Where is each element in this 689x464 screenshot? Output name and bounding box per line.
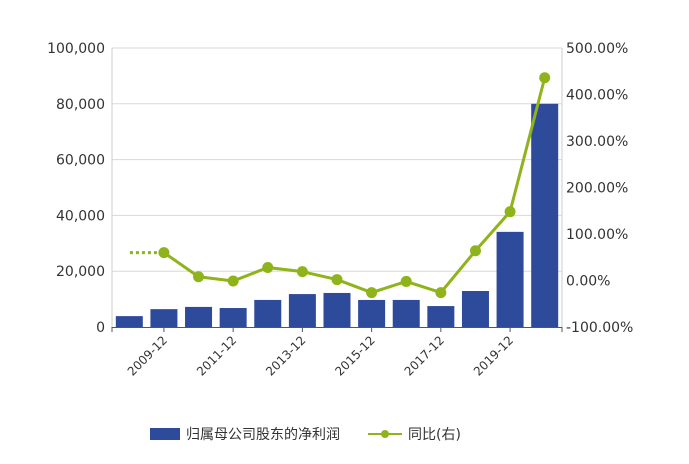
bar-2008-12[interactable]	[115, 316, 143, 327]
line-point[interactable]	[469, 245, 481, 257]
line-point[interactable]	[262, 261, 274, 273]
svg-text:100.00%: 100.00%	[566, 227, 628, 243]
bar-2018-12[interactable]	[461, 291, 489, 327]
svg-text:2015-12: 2015-12	[332, 333, 377, 378]
gridlines	[112, 47, 562, 272]
svg-text:2011-12: 2011-12	[194, 333, 239, 378]
bar-2013-12[interactable]	[288, 294, 316, 327]
line-point[interactable]	[158, 247, 170, 259]
line-point[interactable]	[296, 266, 308, 278]
bar-2019-12[interactable]	[496, 231, 524, 327]
svg-text:400.00%: 400.00%	[566, 88, 628, 104]
left-axis-ticks: 0 20,000 40,000 60,000 80,000 100,000	[47, 41, 105, 336]
svg-text:500.00%: 500.00%	[566, 41, 628, 57]
legend-item-yoy[interactable]: 同比(右)	[368, 424, 461, 444]
right-axis-ticks: -100.00% 0.00% 100.00% 200.00% 300.00% 400.00…	[566, 41, 633, 336]
svg-text:2017-12: 2017-12	[402, 333, 447, 378]
bar-2020-12[interactable]	[531, 103, 559, 327]
bar-2010-12[interactable]	[185, 306, 213, 327]
x-axis-ticks: 2009-12 2011-12 2013-12 2015-12 2017-12 2019-…	[111, 327, 563, 379]
svg-text:2009-12: 2009-12	[125, 333, 170, 378]
svg-text:0: 0	[96, 320, 105, 336]
legend-item-net-profit[interactable]: 归属母公司股东的净利润	[150, 424, 340, 444]
bar-2017-12[interactable]	[427, 306, 455, 327]
svg-text:200.00%: 200.00%	[566, 181, 628, 197]
bar-swatch-icon	[150, 428, 180, 440]
bar-series	[115, 103, 559, 327]
legend-label: 归属母公司股东的净利润	[186, 427, 340, 443]
line-point[interactable]	[400, 275, 412, 287]
bar-2012-12[interactable]	[254, 299, 282, 327]
bar-2015-12[interactable]	[358, 299, 386, 327]
bar-2011-12[interactable]	[219, 308, 247, 327]
svg-text:2013-12: 2013-12	[263, 333, 308, 378]
legend: 归属母公司股东的净利润 同比(右)	[150, 424, 489, 444]
line-swatch-icon	[368, 428, 402, 440]
svg-text:0.00%: 0.00%	[566, 274, 610, 290]
line-series	[129, 72, 551, 299]
line-point[interactable]	[331, 274, 343, 286]
bar-2016-12[interactable]	[392, 299, 420, 327]
line-point[interactable]	[227, 275, 239, 287]
svg-text:60,000: 60,000	[56, 153, 105, 169]
line-point[interactable]	[435, 287, 447, 299]
svg-text:20,000: 20,000	[56, 264, 105, 280]
line-point[interactable]	[504, 206, 516, 218]
svg-text:-100.00%: -100.00%	[566, 320, 633, 336]
bar-2014-12[interactable]	[323, 292, 351, 327]
axes	[111, 48, 563, 328]
legend-label: 同比(右)	[408, 427, 461, 443]
bar-2009-12[interactable]	[150, 309, 178, 327]
svg-text:2019-12: 2019-12	[471, 333, 516, 378]
svg-text:300.00%: 300.00%	[566, 134, 628, 150]
line-point[interactable]	[539, 72, 551, 84]
svg-text:100,000: 100,000	[47, 41, 105, 57]
svg-text:80,000: 80,000	[56, 97, 105, 113]
line-point[interactable]	[193, 271, 205, 283]
line-point[interactable]	[366, 287, 378, 299]
svg-text:40,000: 40,000	[56, 208, 105, 224]
